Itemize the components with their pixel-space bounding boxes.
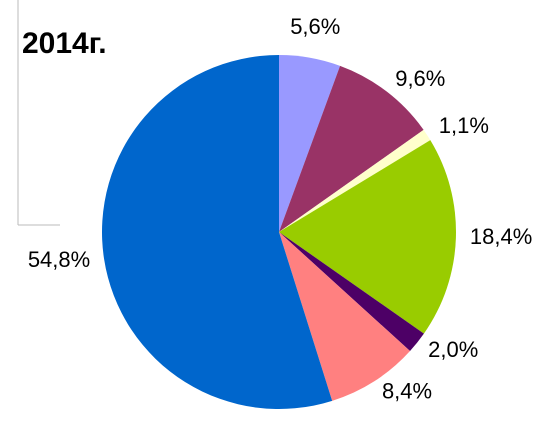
pie-slice [279, 232, 424, 352]
data-label: 1,1% [439, 113, 489, 138]
data-label: 9,6% [395, 66, 445, 91]
frame-edge [17, 0, 60, 226]
data-label: 2,0% [428, 337, 478, 362]
pie-slice [279, 65, 424, 232]
pie-slice [101, 55, 333, 409]
data-label: 18,4% [470, 224, 532, 249]
data-label: 5,6% [290, 14, 340, 39]
chart-title: 2014г. [22, 27, 107, 60]
data-label: 8,4% [382, 379, 432, 404]
pie-slice [279, 55, 341, 232]
pie-slice [279, 232, 411, 401]
pie-slice [279, 140, 456, 334]
pie-slice [279, 129, 431, 232]
data-label: 54,8% [28, 247, 90, 272]
